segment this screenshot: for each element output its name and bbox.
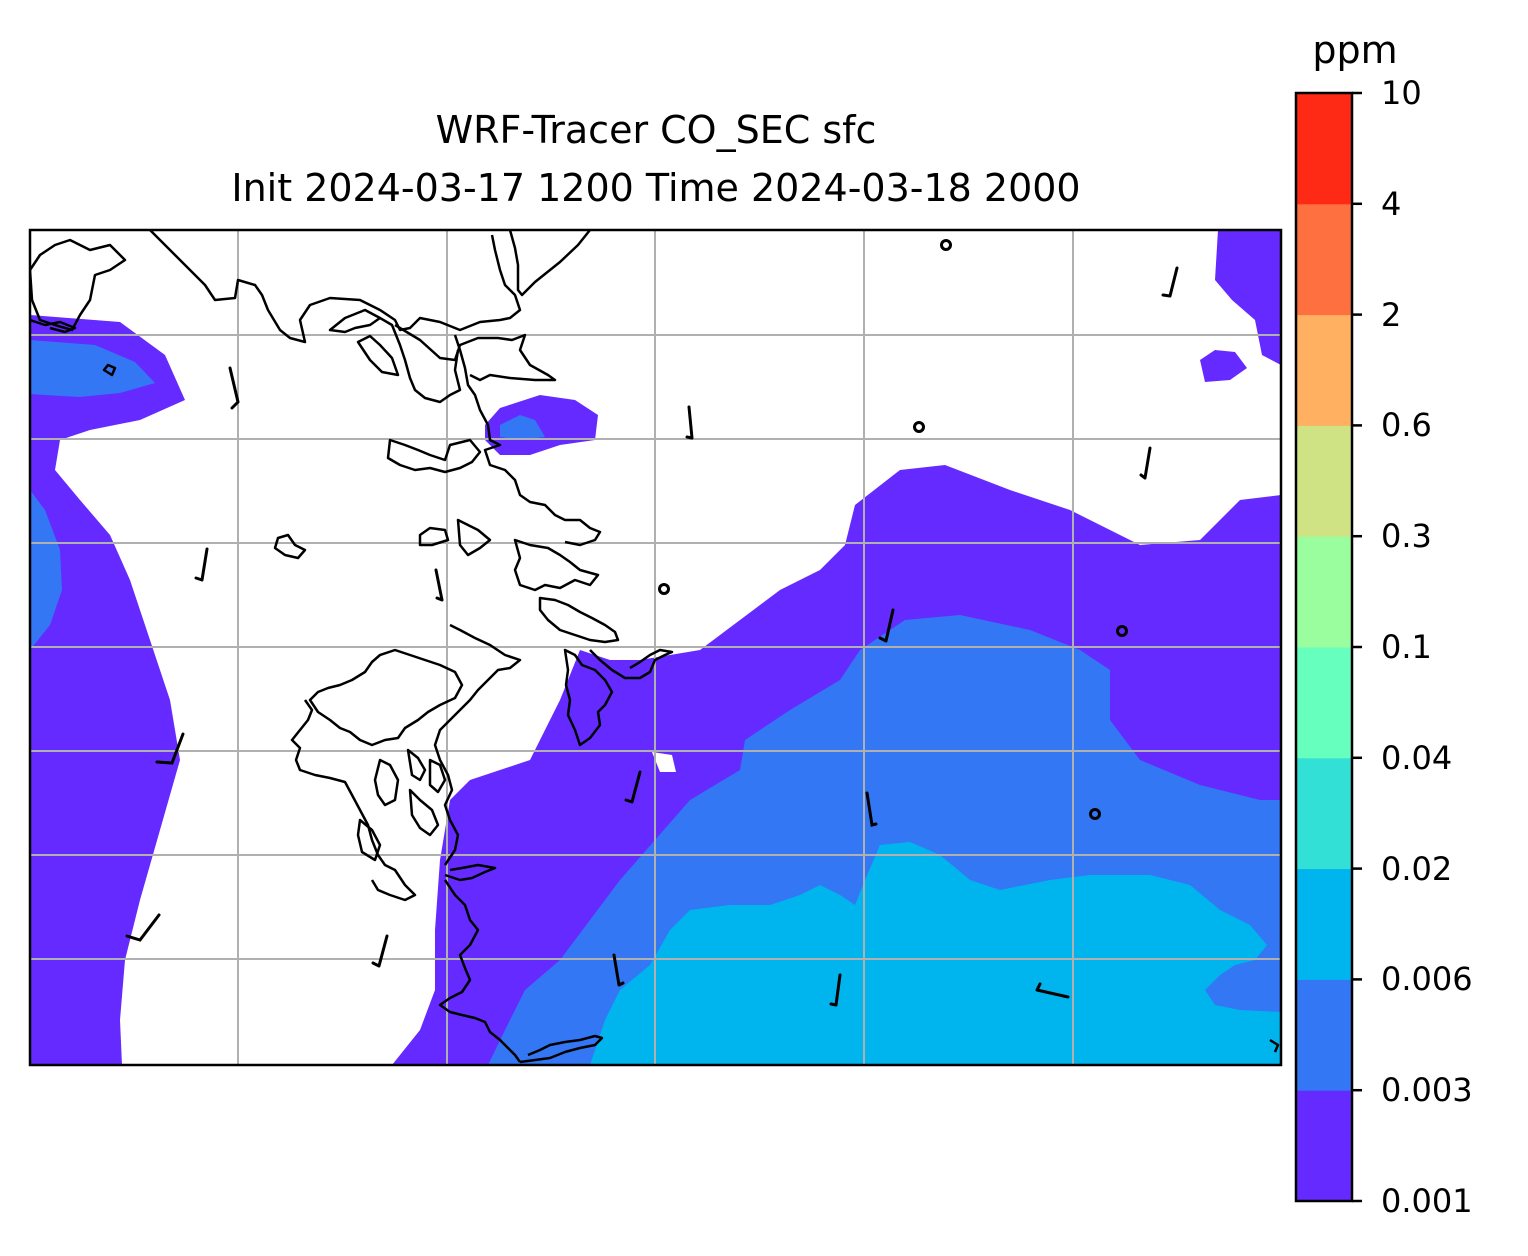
colorbar-tick-label: 10: [1381, 74, 1422, 112]
colorbar-ticks: [1352, 91, 1362, 1203]
wind-barb: [434, 568, 444, 602]
colorbar-tick-label: 0.001: [1381, 1182, 1473, 1220]
wind-barb: [125, 913, 161, 942]
colorbar-band: [1296, 757, 1352, 870]
colorbar-tick-label: 0.6: [1381, 406, 1432, 445]
wind-barb: [194, 547, 209, 582]
colorbar-tick-label: 4: [1381, 184, 1402, 223]
colorbar-tick-label: 0.3: [1381, 517, 1432, 556]
colorbar-band: [1296, 203, 1352, 316]
colorbar-tick-label: 0.02: [1381, 849, 1453, 888]
calm-wind-circle: [1089, 808, 1101, 820]
coastline-island: [652, 752, 676, 772]
map-title-line1: WRF-Tracer CO_SEC sfc: [435, 108, 877, 152]
colorbar-band: [1296, 93, 1352, 205]
wind-barb: [829, 973, 842, 1007]
wind-barb: [612, 953, 625, 987]
colorbar-band: [1296, 979, 1352, 1091]
colorbar-tick-label: 0.04: [1381, 738, 1453, 777]
contour-band-0006-002: [590, 842, 1281, 1065]
lat-lon-gridlines: [30, 230, 1281, 1065]
map-panel: [30, 230, 1281, 1065]
colorbar-tick-label: 2: [1381, 295, 1402, 334]
calm-wind-circles: [658, 239, 1128, 820]
colorbar-band: [1296, 868, 1352, 980]
wind-barb: [865, 791, 878, 827]
wind-barb: [1035, 982, 1070, 999]
wind-barb: [228, 366, 240, 410]
map-frame: [28, 228, 1283, 1067]
colorbar-band: [1296, 1090, 1352, 1202]
colorbar-band: [1296, 425, 1352, 537]
colorbar-title: ppm: [1312, 28, 1398, 72]
wind-barb: [624, 770, 642, 804]
calm-wind-circle: [940, 239, 952, 251]
colorbar-tick-label: 0.1: [1381, 628, 1432, 666]
calm-wind-circle: [913, 421, 925, 433]
calm-wind-circle: [1116, 625, 1128, 637]
colorbar-tick-label: 0.006: [1381, 960, 1473, 999]
colorbar-tick-label: 0.003: [1381, 1071, 1473, 1110]
calm-wind-circle: [658, 583, 670, 595]
wind-barbs: [125, 266, 1179, 1007]
colorbar-band: [1296, 314, 1352, 426]
wind-barb: [878, 608, 895, 643]
wind-barb: [1161, 266, 1179, 298]
colorbar-band: [1296, 536, 1352, 648]
colorbar-band: [1296, 647, 1352, 759]
wind-barb: [155, 732, 185, 765]
map-title-line2: Init 2024-03-17 1200 Time 2024-03-18 200…: [231, 166, 1081, 210]
coastlines: [30, 230, 1280, 1064]
wind-barb: [1139, 446, 1152, 480]
colorbar: [1296, 93, 1352, 1202]
wind-barb: [371, 934, 389, 968]
wind-barb: [685, 405, 694, 440]
